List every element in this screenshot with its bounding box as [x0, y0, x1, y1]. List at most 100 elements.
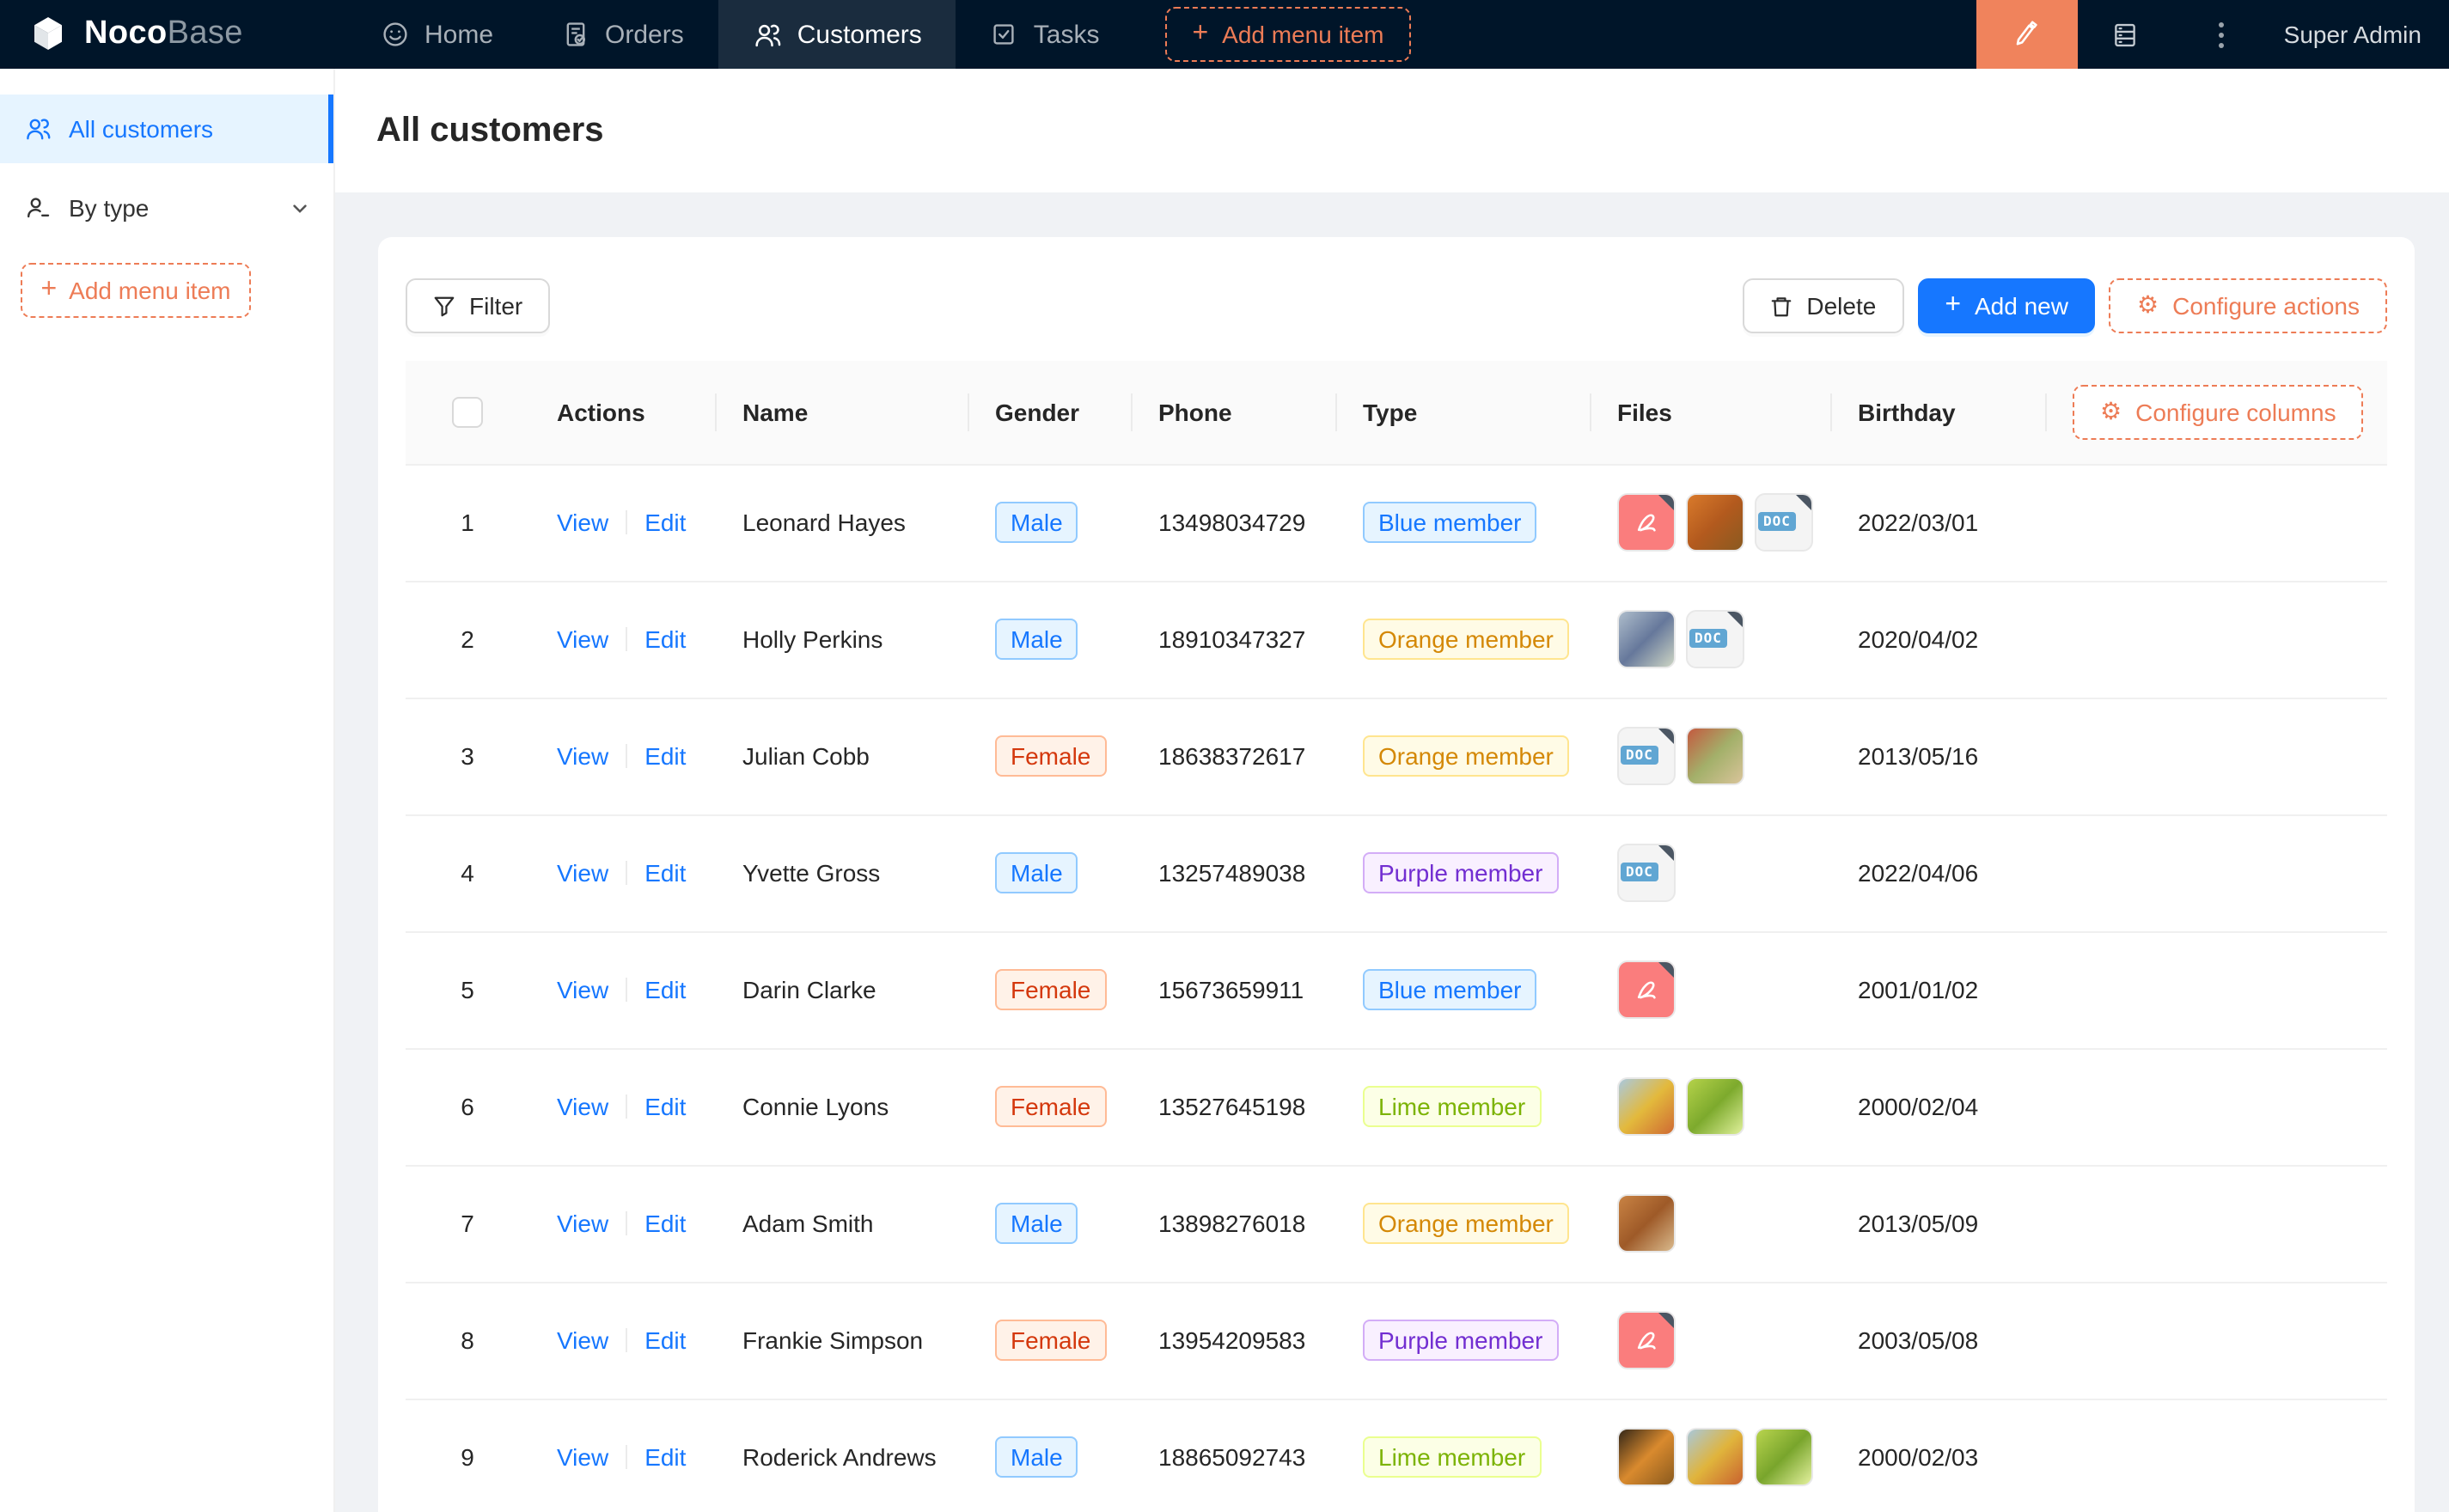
image-thumbnail[interactable]: [1686, 1077, 1744, 1136]
configure-columns-button[interactable]: ⚙ Configure columns: [2073, 384, 2364, 440]
logo-base: Base: [167, 15, 243, 52]
image-thumbnail[interactable]: [1755, 1428, 1813, 1486]
row-phone-cell: 15673659911: [1131, 931, 1335, 1049]
row-phone-cell: 13257489038: [1131, 814, 1335, 932]
gender-tag: Male: [995, 852, 1078, 893]
gear-icon: ⚙: [2136, 292, 2159, 320]
view-link[interactable]: View: [557, 859, 609, 887]
doc-file-icon[interactable]: DOC: [1686, 610, 1744, 668]
nocobase-logo[interactable]: NocoBase: [0, 0, 347, 69]
view-link[interactable]: View: [557, 1443, 609, 1471]
image-thumbnail[interactable]: [1686, 493, 1744, 552]
edit-link[interactable]: Edit: [644, 1443, 687, 1471]
type-tag: Blue member: [1363, 502, 1537, 543]
sidebar-item-by-type[interactable]: By type: [0, 174, 333, 242]
row-files-cell: [1590, 1165, 1830, 1283]
doc-file-icon[interactable]: DOC: [1755, 493, 1813, 552]
column-header-name: Name: [715, 361, 968, 465]
image-thumbnail[interactable]: [1686, 727, 1744, 785]
sidebar-add-menu-item-button[interactable]: + Add menu item: [21, 263, 251, 318]
add-new-button[interactable]: + Add new: [1917, 278, 2096, 333]
nav-item-tasks[interactable]: Tasks: [956, 0, 1134, 69]
row-name-cell: Yvette Gross: [715, 814, 968, 932]
view-link[interactable]: View: [557, 625, 609, 653]
row-name-cell: Julian Cobb: [715, 698, 968, 815]
table-row: 3 View Edit Julian Cobb Female 1863837261…: [406, 698, 2387, 815]
nav-item-customers[interactable]: Customers: [718, 0, 956, 69]
image-thumbnail[interactable]: [1686, 1428, 1744, 1486]
type-tag: Orange member: [1363, 619, 1569, 660]
row-type-cell: Blue member: [1335, 464, 1590, 582]
topbar-add-menu-item-button[interactable]: + Add menu item: [1164, 7, 1412, 62]
view-link[interactable]: View: [557, 976, 609, 1003]
view-link[interactable]: View: [557, 1210, 609, 1237]
image-thumbnail[interactable]: [1617, 1194, 1676, 1253]
plugins-server-icon[interactable]: [2078, 0, 2174, 69]
delete-button[interactable]: Delete: [1743, 278, 1904, 333]
gender-tag: Male: [995, 619, 1078, 660]
row-actions-cell: View Edit: [529, 1282, 715, 1399]
logo-noco: Noco: [84, 15, 168, 52]
row-files-cell: [1590, 931, 1830, 1049]
row-phone-cell: 13527645198: [1131, 1048, 1335, 1166]
row-phone-cell: 18638372617: [1131, 698, 1335, 815]
configure-columns-label: Configure columns: [2135, 398, 2336, 426]
edit-link[interactable]: Edit: [644, 509, 687, 536]
edit-link[interactable]: Edit: [644, 976, 687, 1003]
row-files-cell: DOC: [1590, 698, 1830, 815]
column-header-gender: Gender: [968, 361, 1131, 465]
user-menu[interactable]: Super Admin: [2283, 21, 2422, 48]
gender-tag: Female: [995, 969, 1107, 1010]
row-birthday-cell: 2000/02/04: [1830, 1048, 2045, 1166]
edit-link[interactable]: Edit: [644, 625, 687, 653]
gender-tag: Male: [995, 1203, 1078, 1244]
table-row: 2 View Edit Holly Perkins Male 1891034732…: [406, 581, 2387, 698]
pdf-file-icon[interactable]: [1617, 1311, 1676, 1369]
row-birthday-cell: 2022/04/06: [1830, 814, 2045, 932]
doc-file-icon[interactable]: DOC: [1617, 727, 1676, 785]
row-birthday-cell: 2003/05/08: [1830, 1282, 2045, 1399]
row-type-cell: Blue member: [1335, 931, 1590, 1049]
ui-editor-button[interactable]: [1976, 0, 2078, 69]
view-link[interactable]: View: [557, 1093, 609, 1120]
pdf-file-icon[interactable]: [1617, 960, 1676, 1019]
row-index-cell: 7: [406, 1165, 529, 1283]
type-tag: Orange member: [1363, 735, 1569, 777]
edit-link[interactable]: Edit: [644, 1093, 687, 1120]
view-link[interactable]: View: [557, 1326, 609, 1354]
nav-item-home[interactable]: Home: [347, 0, 528, 69]
more-options-icon[interactable]: [2174, 0, 2270, 69]
select-all-checkbox[interactable]: [452, 396, 483, 428]
edit-link[interactable]: Edit: [644, 1210, 687, 1237]
view-link[interactable]: View: [557, 742, 609, 770]
row-spacer-cell: [2045, 931, 2387, 1049]
column-header-files: Files: [1590, 361, 1830, 465]
filter-button[interactable]: Filter: [406, 278, 551, 333]
row-actions-cell: View Edit: [529, 1165, 715, 1283]
row-index-cell: 8: [406, 1282, 529, 1399]
filter-icon: [433, 295, 455, 317]
row-actions-cell: View Edit: [529, 581, 715, 698]
image-thumbnail[interactable]: [1617, 1428, 1676, 1486]
sidebar-item-all-customers[interactable]: All customers: [0, 94, 333, 163]
plus-icon: +: [1945, 290, 1961, 319]
chevron-down-icon: [290, 198, 309, 217]
column-header-birthday: Birthday: [1830, 361, 2045, 465]
row-type-cell: Lime member: [1335, 1399, 1590, 1512]
row-files-cell: [1590, 1282, 1830, 1399]
pdf-file-icon[interactable]: [1617, 493, 1676, 552]
nav-item-orders[interactable]: Orders: [528, 0, 718, 69]
view-link[interactable]: View: [557, 509, 609, 536]
action-divider: [626, 861, 628, 885]
edit-link[interactable]: Edit: [644, 1326, 687, 1354]
image-thumbnail[interactable]: [1617, 610, 1676, 668]
row-files-cell: [1590, 1399, 1830, 1512]
configure-actions-button[interactable]: ⚙ Configure actions: [2109, 278, 2387, 333]
delete-label: Delete: [1806, 292, 1877, 320]
image-thumbnail[interactable]: [1617, 1077, 1676, 1136]
table-header-row: Actions Name Gender Phone Type Files Bir…: [406, 361, 2387, 465]
edit-link[interactable]: Edit: [644, 742, 687, 770]
doc-file-icon[interactable]: DOC: [1617, 844, 1676, 902]
topbar-right: Super Admin: [1976, 0, 2449, 69]
edit-link[interactable]: Edit: [644, 859, 687, 887]
